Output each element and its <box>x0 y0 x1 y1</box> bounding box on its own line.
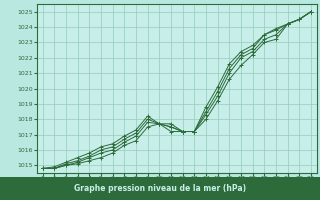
Text: Graphe pression niveau de la mer (hPa): Graphe pression niveau de la mer (hPa) <box>74 184 246 193</box>
X-axis label: Graphe pression niveau de la mer (hPa): Graphe pression niveau de la mer (hPa) <box>91 184 263 193</box>
